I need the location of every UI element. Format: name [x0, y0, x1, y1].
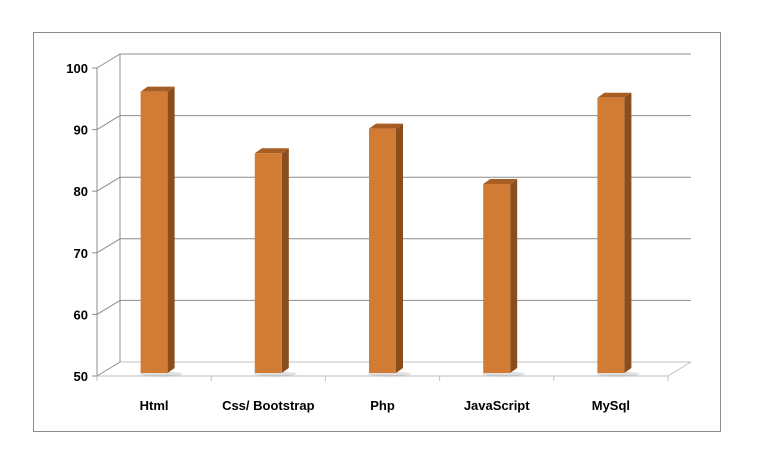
bar-front: [369, 128, 396, 373]
bar-front: [140, 91, 168, 373]
x-category-label: Php: [370, 398, 395, 413]
x-category-label: Html: [140, 398, 169, 413]
x-category-label: MySql: [592, 398, 630, 413]
bar: [253, 148, 297, 377]
y-tick-label: 80: [74, 184, 88, 199]
bar-side: [396, 123, 403, 373]
bar: [482, 179, 526, 377]
bar: [596, 92, 640, 377]
bar-top: [369, 123, 403, 129]
y-tick-label: 90: [74, 123, 88, 138]
gridline-depth: [96, 176, 121, 192]
bar-front: [597, 97, 625, 374]
plot-area: 50 60 70 80 90 100 Html Css/ Bootstrap Php JavaSc…: [66, 53, 692, 413]
x-category-label: JavaScript: [464, 398, 530, 413]
gridline-depth: [96, 299, 121, 315]
floor-right-edge: [667, 361, 692, 377]
bar-front: [483, 184, 511, 373]
bar-top: [140, 86, 175, 92]
x-category-label: Css/ Bootstrap: [222, 398, 315, 413]
bar-side: [281, 148, 289, 373]
bar-side: [510, 179, 518, 373]
bar-top: [483, 179, 518, 185]
gridline-depth: [96, 115, 121, 131]
bar-top: [254, 148, 289, 154]
bar: [139, 86, 183, 377]
y-tick-label: 100: [66, 61, 88, 76]
y-tick-label: 60: [74, 307, 88, 322]
gridline-depth: [96, 238, 121, 254]
bar-top: [597, 92, 632, 98]
gridline-depth: [96, 53, 121, 69]
y-tick-label: 70: [74, 246, 88, 261]
y-tick-label: 50: [74, 369, 88, 384]
gridline-depth: [96, 361, 121, 377]
bar: [367, 123, 412, 377]
bar-side: [167, 86, 175, 373]
bar-front: [254, 153, 282, 373]
bar-side: [624, 92, 632, 374]
